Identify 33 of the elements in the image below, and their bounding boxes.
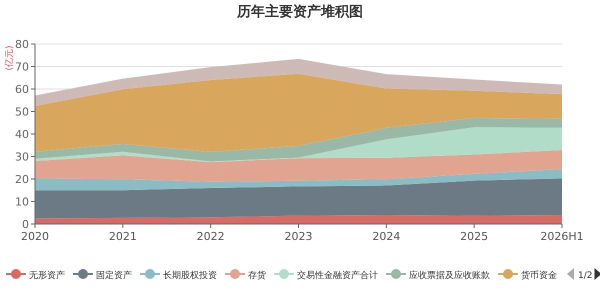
y-tick-label: 0 [22,218,29,231]
x-tick-label: 2023 [284,230,312,243]
legend-label: 固定资产 [96,270,132,281]
legend-长期股权投资: 长期股权投资 [140,269,217,281]
y-tick-label: 10 [15,196,29,208]
legend-应收票据及应收账款: 应收票据及应收账款 [386,269,490,281]
x-tick-label: 2021 [108,230,137,243]
x-tick-label: 2022 [196,230,225,243]
legend-货币资金: 货币资金 [498,269,557,281]
legend-label: 长期股权投资 [163,270,217,281]
legend-固定资产: 固定资产 [73,269,132,281]
y-tick-label: 70 [15,60,29,74]
y-tick-label: 30 [15,150,29,164]
y-tick-label: 50 [15,106,29,118]
x-tick-label: 2025 [460,230,488,243]
x-tick-label: 2020 [21,230,49,243]
legend-存货: 存货 [225,269,266,281]
y-tick-label: 40 [15,128,29,141]
text: 1/2 [578,271,592,281]
legend-label: 交易性金融资产合计 [297,270,378,281]
legend-label: 无形资产 [29,270,65,281]
chart-title: 历年主要资产堆积图 [236,3,363,20]
legend-label: 应收票据及应收账款 [409,270,490,281]
y-tick-label: 60 [15,83,29,96]
x-tick-label: 2026H1 [540,230,584,243]
y-tick-label: 80 [15,38,29,51]
legend-label: 存货 [248,270,266,281]
legend-交易性金融资产合计: 交易性金融资产合计 [274,269,378,281]
legend-无形资产: 无形资产 [6,269,65,281]
legend-label: 货币资金 [521,270,557,281]
y-tick-label: 20 [15,173,29,186]
x-tick-label: 2024 [372,230,400,243]
y-axis-title: (亿元) [4,45,15,71]
